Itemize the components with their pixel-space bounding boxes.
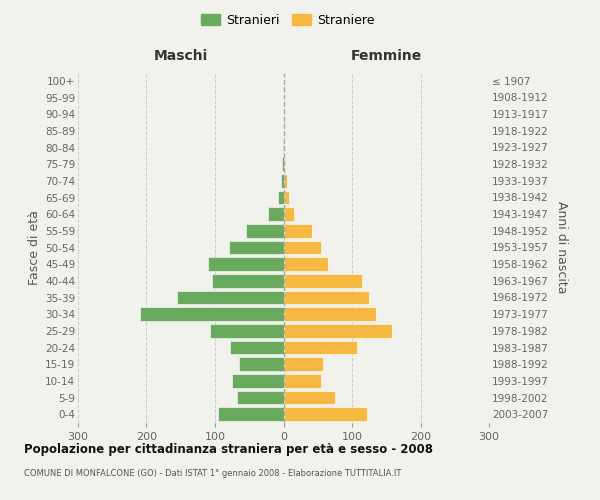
Bar bbox=[232, 374, 284, 388]
Bar bbox=[284, 190, 289, 204]
Y-axis label: Anni di nascita: Anni di nascita bbox=[555, 201, 568, 294]
Bar bbox=[283, 140, 284, 154]
Legend: Stranieri, Straniere: Stranieri, Straniere bbox=[201, 14, 375, 26]
Bar bbox=[278, 190, 284, 204]
Bar bbox=[218, 408, 284, 421]
Bar bbox=[230, 340, 284, 354]
Bar bbox=[284, 174, 287, 188]
Bar bbox=[284, 208, 294, 221]
Bar bbox=[140, 308, 284, 321]
Bar bbox=[284, 358, 323, 371]
Text: Maschi: Maschi bbox=[154, 48, 208, 62]
Bar bbox=[284, 274, 362, 287]
Bar bbox=[268, 208, 284, 221]
Bar bbox=[209, 324, 284, 338]
Bar bbox=[284, 340, 358, 354]
Bar bbox=[208, 258, 284, 271]
Bar bbox=[284, 374, 321, 388]
Bar bbox=[284, 240, 321, 254]
Bar bbox=[246, 224, 284, 237]
Bar bbox=[284, 390, 335, 404]
Bar bbox=[284, 408, 367, 421]
Bar bbox=[239, 358, 284, 371]
Bar bbox=[284, 290, 369, 304]
Text: Femmine: Femmine bbox=[350, 48, 422, 62]
Bar bbox=[284, 158, 285, 171]
Text: Popolazione per cittadinanza straniera per età e sesso - 2008: Popolazione per cittadinanza straniera p… bbox=[24, 442, 433, 456]
Text: COMUNE DI MONFALCONE (GO) - Dati ISTAT 1° gennaio 2008 - Elaborazione TUTTITALIA: COMUNE DI MONFALCONE (GO) - Dati ISTAT 1… bbox=[24, 468, 401, 477]
Bar bbox=[284, 224, 312, 237]
Bar bbox=[282, 158, 284, 171]
Bar bbox=[284, 308, 376, 321]
Bar bbox=[212, 274, 284, 287]
Y-axis label: Fasce di età: Fasce di età bbox=[28, 210, 41, 285]
Bar bbox=[281, 174, 284, 188]
Bar bbox=[284, 324, 392, 338]
Bar bbox=[229, 240, 284, 254]
Bar bbox=[284, 258, 328, 271]
Bar bbox=[237, 390, 284, 404]
Bar bbox=[178, 290, 284, 304]
